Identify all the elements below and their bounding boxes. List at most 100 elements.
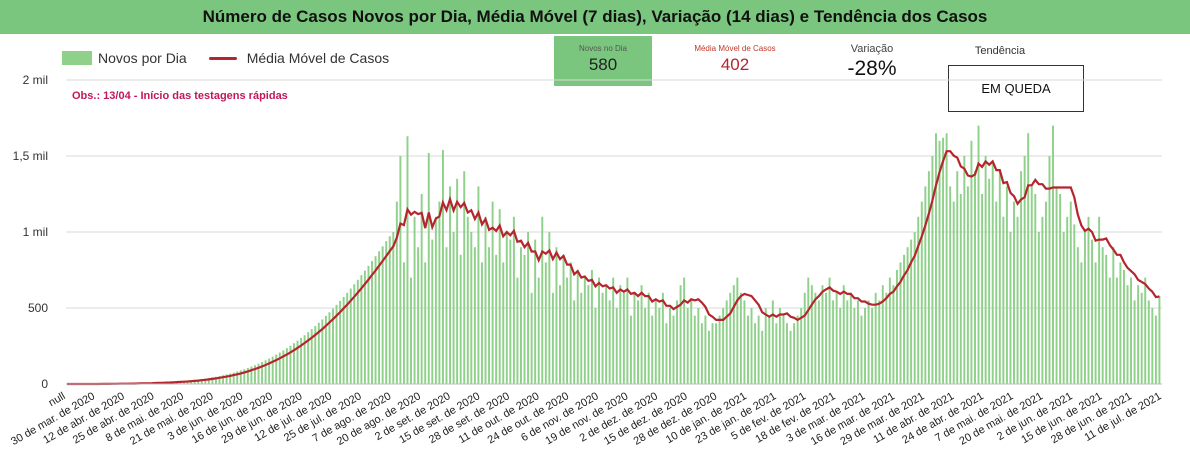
bar xyxy=(736,277,739,384)
bar xyxy=(569,262,572,384)
bar xyxy=(523,254,526,384)
bar xyxy=(417,247,420,384)
bar xyxy=(942,137,945,384)
bar xyxy=(1126,285,1129,384)
y-tick-label: 500 xyxy=(28,301,48,315)
bar xyxy=(477,186,480,384)
kpi-tendencia-card: Tendência xyxy=(940,45,1060,57)
bar xyxy=(470,232,473,384)
bar xyxy=(778,308,781,384)
bar xyxy=(505,232,508,384)
bar xyxy=(307,332,310,384)
bar xyxy=(881,285,884,384)
bar xyxy=(324,315,327,384)
bar xyxy=(317,322,320,384)
bar xyxy=(640,285,643,384)
bar xyxy=(1144,277,1147,384)
kpi-tendencia-value: EM QUEDA xyxy=(948,65,1084,112)
bar xyxy=(197,379,200,384)
bar xyxy=(580,292,583,384)
bar xyxy=(459,254,462,384)
bar xyxy=(1073,224,1076,384)
bar xyxy=(1137,285,1140,384)
bar xyxy=(214,376,217,384)
bar xyxy=(1020,171,1023,384)
bar xyxy=(356,279,359,384)
bar xyxy=(590,270,593,384)
bar xyxy=(924,186,927,384)
bar xyxy=(413,216,416,384)
bar xyxy=(732,285,735,384)
kpi-variacao-value: -28% xyxy=(847,57,897,80)
bar xyxy=(484,216,487,384)
bar xyxy=(895,270,898,384)
bar xyxy=(381,246,384,384)
bar xyxy=(938,140,941,384)
bar xyxy=(711,323,714,384)
bar xyxy=(1119,262,1122,384)
bar xyxy=(410,277,413,384)
bar xyxy=(601,292,604,384)
bar xyxy=(679,285,682,384)
bar xyxy=(257,363,260,384)
bar xyxy=(825,292,827,384)
bar xyxy=(892,285,895,384)
bar xyxy=(576,270,579,384)
bar xyxy=(853,308,856,384)
bar xyxy=(1133,300,1136,384)
bar xyxy=(786,323,788,384)
bar xyxy=(782,315,785,384)
bar xyxy=(803,292,806,384)
bar xyxy=(222,375,225,384)
bar xyxy=(761,330,764,384)
bar xyxy=(991,163,994,384)
bar xyxy=(363,270,366,384)
bar xyxy=(715,323,718,384)
bar xyxy=(1034,194,1037,384)
bar xyxy=(236,371,239,384)
bar xyxy=(1027,133,1030,384)
bar xyxy=(420,194,423,384)
daily-cases-bars xyxy=(94,125,1161,384)
bar xyxy=(310,329,313,384)
bar xyxy=(619,285,622,384)
bar xyxy=(587,285,590,384)
bar xyxy=(441,149,444,384)
kpi-media-value: 402 xyxy=(720,55,750,74)
bar xyxy=(253,365,256,384)
bar xyxy=(984,156,987,384)
bar xyxy=(534,239,537,384)
bar xyxy=(321,319,324,384)
bar xyxy=(1069,201,1072,384)
bar xyxy=(1105,254,1108,384)
y-tick-label: 0 xyxy=(41,377,48,391)
bar xyxy=(541,216,544,384)
bar xyxy=(743,300,746,384)
bar xyxy=(427,152,430,384)
bar xyxy=(598,277,600,384)
bar xyxy=(339,300,342,384)
bar xyxy=(775,323,778,384)
bar xyxy=(718,315,721,384)
bar xyxy=(1030,186,1033,384)
bar xyxy=(842,285,845,384)
bar xyxy=(399,156,402,384)
bar xyxy=(1055,186,1058,384)
bar xyxy=(1066,216,1069,384)
bar xyxy=(856,300,859,384)
bar xyxy=(360,275,363,384)
bar xyxy=(1013,201,1015,384)
bar xyxy=(945,133,948,384)
bar xyxy=(910,239,913,384)
bar xyxy=(899,262,902,384)
bar xyxy=(1016,216,1019,384)
bar xyxy=(456,178,459,384)
bar xyxy=(722,308,725,384)
legend-line-label: Média Móvel de Casos xyxy=(246,50,390,66)
bar xyxy=(821,285,824,384)
bar xyxy=(583,277,586,384)
bar xyxy=(807,277,810,384)
bar xyxy=(697,308,700,384)
bar xyxy=(211,377,214,384)
